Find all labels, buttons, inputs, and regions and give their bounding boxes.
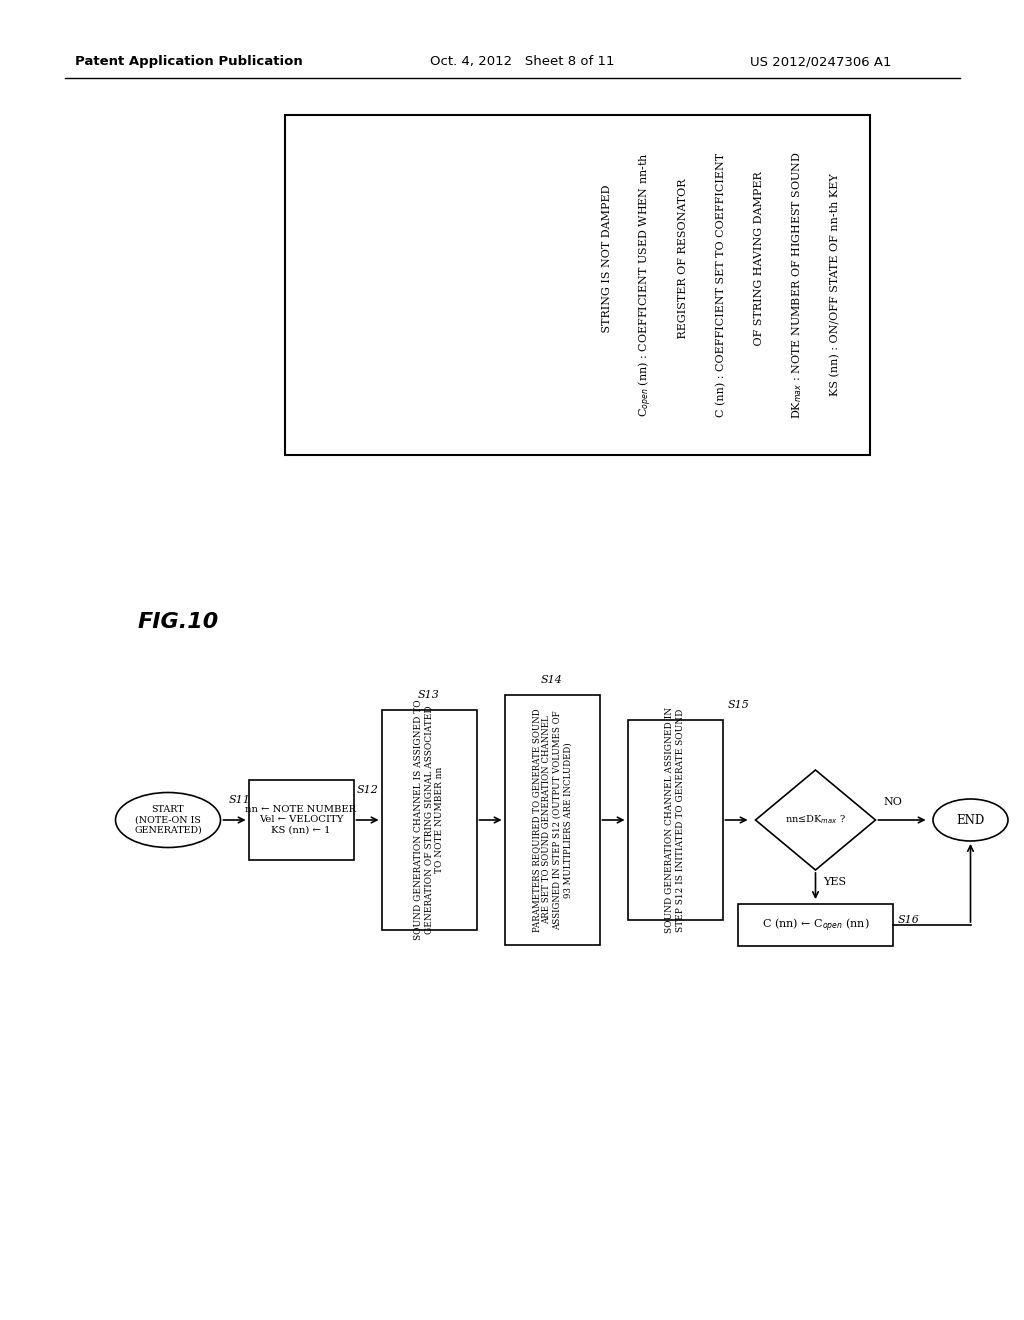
FancyBboxPatch shape	[505, 696, 599, 945]
FancyBboxPatch shape	[382, 710, 476, 931]
Text: S12: S12	[356, 785, 379, 795]
Text: nn≤DK$_{max}$ ?: nn≤DK$_{max}$ ?	[785, 813, 846, 826]
Text: KS (nn) : ON/OFF STATE OF nn-th KEY: KS (nn) : ON/OFF STATE OF nn-th KEY	[829, 174, 840, 396]
Text: Oct. 4, 2012   Sheet 8 of 11: Oct. 4, 2012 Sheet 8 of 11	[430, 55, 614, 69]
FancyBboxPatch shape	[738, 904, 893, 946]
Text: NO: NO	[884, 797, 902, 807]
Text: SOUND GENERATION CHANNEL ASSIGNED IN
STEP S12 IS INITIATED TO GENERATE SOUND: SOUND GENERATION CHANNEL ASSIGNED IN STE…	[666, 708, 685, 933]
Text: S11: S11	[228, 795, 251, 805]
Text: S14: S14	[541, 675, 563, 685]
Text: DK$_{max}$ : NOTE NUMBER OF HIGHEST SOUND: DK$_{max}$ : NOTE NUMBER OF HIGHEST SOUN…	[791, 150, 804, 418]
Ellipse shape	[933, 799, 1008, 841]
Ellipse shape	[116, 792, 220, 847]
Text: PARAMETERS REQUIRED TO GENERATE SOUND
ARE SET TO SOUND GENERATION CHANNEL
ASSIGN: PARAMETERS REQUIRED TO GENERATE SOUND AR…	[531, 709, 572, 932]
Text: US 2012/0247306 A1: US 2012/0247306 A1	[750, 55, 892, 69]
Text: STRING IS NOT DAMPED: STRING IS NOT DAMPED	[602, 185, 612, 385]
Text: OF STRING HAVING DAMPER: OF STRING HAVING DAMPER	[754, 172, 764, 399]
Text: C$_{open}$ (nn) : COEFFICIENT USED WHEN nn-th: C$_{open}$ (nn) : COEFFICIENT USED WHEN …	[636, 153, 653, 417]
Text: SOUND GENERATION CHANNEL IS ASSIGNED TO
GENERATION OF STRING SIGNAL ASSOCIATED
T: SOUND GENERATION CHANNEL IS ASSIGNED TO …	[414, 700, 443, 940]
Text: YES: YES	[823, 876, 847, 887]
Text: S16: S16	[898, 915, 920, 925]
FancyBboxPatch shape	[249, 780, 353, 861]
Text: S13: S13	[418, 690, 440, 700]
Text: REGISTER OF RESONATOR: REGISTER OF RESONATOR	[678, 178, 688, 391]
FancyBboxPatch shape	[285, 115, 870, 455]
Text: nn ← NOTE NUMBER
Vel ← VELOCITY
KS (nn) ← 1: nn ← NOTE NUMBER Vel ← VELOCITY KS (nn) …	[246, 805, 356, 836]
Polygon shape	[756, 770, 876, 870]
Text: FIG.10: FIG.10	[137, 612, 219, 632]
Text: C (nn) ← C$_{open}$ (nn): C (nn) ← C$_{open}$ (nn)	[762, 916, 869, 933]
Text: C (nn) : COEFFICIENT SET TO COEFFICIENT: C (nn) : COEFFICIENT SET TO COEFFICIENT	[716, 153, 726, 417]
Text: Patent Application Publication: Patent Application Publication	[75, 55, 303, 69]
Text: END: END	[956, 813, 985, 826]
Text: S15: S15	[727, 700, 750, 710]
Text: START
(NOTE-ON IS
GENERATED): START (NOTE-ON IS GENERATED)	[134, 805, 202, 836]
FancyBboxPatch shape	[628, 719, 723, 920]
